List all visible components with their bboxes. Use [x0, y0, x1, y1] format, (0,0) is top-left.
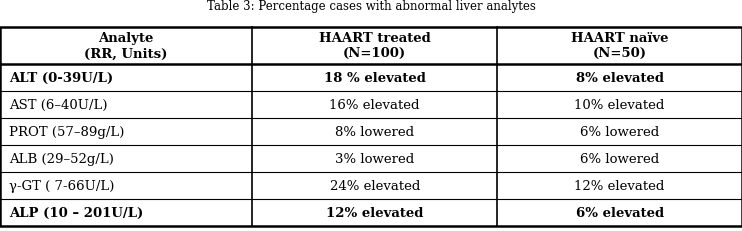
Text: 10% elevated: 10% elevated	[574, 98, 665, 111]
Text: 6% lowered: 6% lowered	[580, 152, 659, 165]
Text: PROT (57–89g/L): PROT (57–89g/L)	[9, 125, 124, 138]
Text: 18 % elevated: 18 % elevated	[324, 71, 426, 85]
Text: Table 3: Percentage cases with abnormal liver analytes: Table 3: Percentage cases with abnormal …	[206, 0, 536, 13]
Text: 24% elevated: 24% elevated	[329, 179, 420, 192]
Text: HAART treated
(N=100): HAART treated (N=100)	[319, 32, 430, 60]
Text: 12% elevated: 12% elevated	[326, 207, 424, 219]
Text: 6% elevated: 6% elevated	[576, 207, 663, 219]
Text: AST (6–40U/L): AST (6–40U/L)	[9, 98, 108, 111]
Text: ALB (29–52g/L): ALB (29–52g/L)	[9, 152, 114, 165]
Text: γ-GT ( 7-66U/L): γ-GT ( 7-66U/L)	[9, 179, 114, 192]
Text: HAART naïve
(N=50): HAART naïve (N=50)	[571, 32, 669, 60]
Bar	[0, 28, 742, 226]
Text: 3% lowered: 3% lowered	[335, 152, 414, 165]
Text: ALT (0-39U/L): ALT (0-39U/L)	[9, 71, 113, 85]
Text: 16% elevated: 16% elevated	[329, 98, 420, 111]
Text: 8% elevated: 8% elevated	[576, 71, 663, 85]
Text: 8% lowered: 8% lowered	[335, 125, 414, 138]
Text: Analyte
(RR, Units): Analyte (RR, Units)	[85, 32, 168, 60]
Text: 12% elevated: 12% elevated	[574, 179, 665, 192]
Text: ALP (10 – 201U/L): ALP (10 – 201U/L)	[9, 207, 143, 219]
Text: 6% lowered: 6% lowered	[580, 125, 659, 138]
